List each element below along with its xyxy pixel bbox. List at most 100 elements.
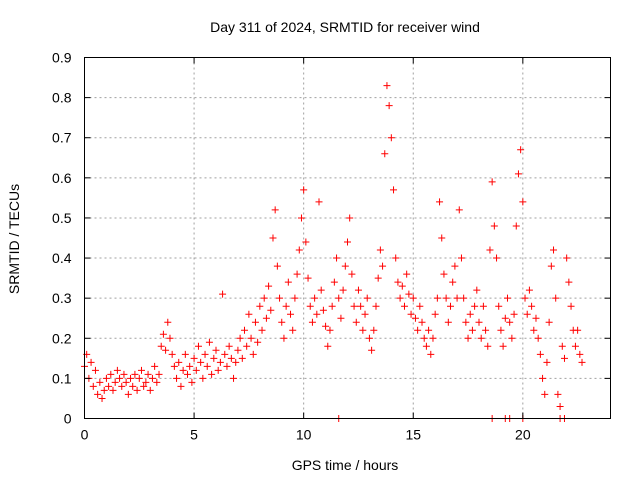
data-point (287, 310, 295, 318)
data-point (341, 262, 349, 270)
y-tick-label: 0.1 (52, 370, 72, 386)
data-point (133, 386, 141, 394)
data-point (339, 286, 347, 294)
data-point (302, 238, 310, 246)
data-point (208, 370, 216, 378)
data-point (365, 334, 373, 342)
y-tick-label: 0.7 (52, 130, 72, 146)
data-point (357, 302, 365, 310)
data-point (484, 342, 492, 350)
data-point (177, 382, 185, 390)
data-point (545, 318, 553, 326)
data-point (140, 382, 148, 390)
data-point (536, 350, 544, 358)
data-point (453, 294, 461, 302)
data-point (146, 386, 154, 394)
data-point (462, 318, 470, 326)
data-point (256, 302, 264, 310)
data-point (574, 326, 582, 334)
data-point (243, 342, 251, 350)
data-point (120, 370, 128, 378)
data-point (468, 326, 476, 334)
data-point (451, 262, 459, 270)
data-point (508, 334, 516, 342)
data-point (416, 302, 424, 310)
data-point (405, 290, 413, 298)
data-point (251, 318, 259, 326)
data-point (212, 346, 220, 354)
data-point (311, 294, 319, 302)
data-point (409, 294, 417, 302)
data-point (431, 310, 439, 318)
data-point (429, 334, 437, 342)
axis-ticks (84, 57, 611, 419)
data-point (374, 274, 382, 282)
data-point (223, 362, 231, 370)
data-point (444, 318, 452, 326)
data-point (392, 254, 400, 262)
x-tick-label: 20 (515, 427, 531, 443)
data-point (168, 350, 176, 358)
data-point (376, 246, 384, 254)
data-point (473, 286, 481, 294)
data-point (190, 354, 198, 362)
data-point (271, 206, 279, 214)
data-point (326, 326, 334, 334)
data-point (109, 386, 117, 394)
y-tick-label: 0.5 (52, 210, 72, 226)
chart-title: Day 311 of 2024, SRMTID for receiver win… (210, 19, 480, 35)
data-point (532, 314, 540, 322)
data-point (225, 342, 233, 350)
data-point (148, 374, 156, 382)
data-point (105, 382, 113, 390)
data-point (567, 302, 575, 310)
data-point (276, 294, 284, 302)
data-point (100, 386, 108, 394)
data-point (291, 294, 299, 302)
data-point (519, 198, 527, 206)
data-point (245, 310, 253, 318)
data-point (354, 286, 362, 294)
data-point (330, 278, 338, 286)
data-point (541, 390, 549, 398)
data-point (486, 246, 494, 254)
data-point (420, 334, 428, 342)
data-point (135, 374, 143, 382)
data-point (308, 318, 316, 326)
data-point (578, 358, 586, 366)
data-point (497, 326, 505, 334)
data-point (346, 214, 354, 222)
data-point (512, 222, 520, 230)
data-point (94, 390, 102, 398)
data-point (359, 326, 367, 334)
y-tick-label: 0.6 (52, 170, 72, 186)
data-point (510, 310, 518, 318)
data-point (464, 334, 472, 342)
data-point (517, 146, 525, 154)
data-point (280, 334, 288, 342)
data-point (162, 346, 170, 354)
data-point (436, 198, 444, 206)
y-tick-label: 0 (64, 411, 72, 427)
data-point (201, 350, 209, 358)
data-point (284, 278, 292, 286)
data-point (278, 318, 286, 326)
data-point (151, 362, 159, 370)
data-point (396, 294, 404, 302)
data-point (262, 314, 270, 322)
data-point (181, 350, 189, 358)
data-point (370, 326, 378, 334)
data-point (442, 294, 450, 302)
data-markers (81, 82, 586, 422)
data-point (506, 318, 514, 326)
data-point (414, 326, 422, 334)
data-point (543, 358, 551, 366)
data-point (232, 358, 240, 366)
data-point (313, 310, 321, 318)
data-point (418, 318, 426, 326)
data-point (328, 302, 336, 310)
data-point (387, 134, 395, 142)
data-point (521, 294, 529, 302)
data-point (293, 270, 301, 278)
data-point (118, 382, 126, 390)
